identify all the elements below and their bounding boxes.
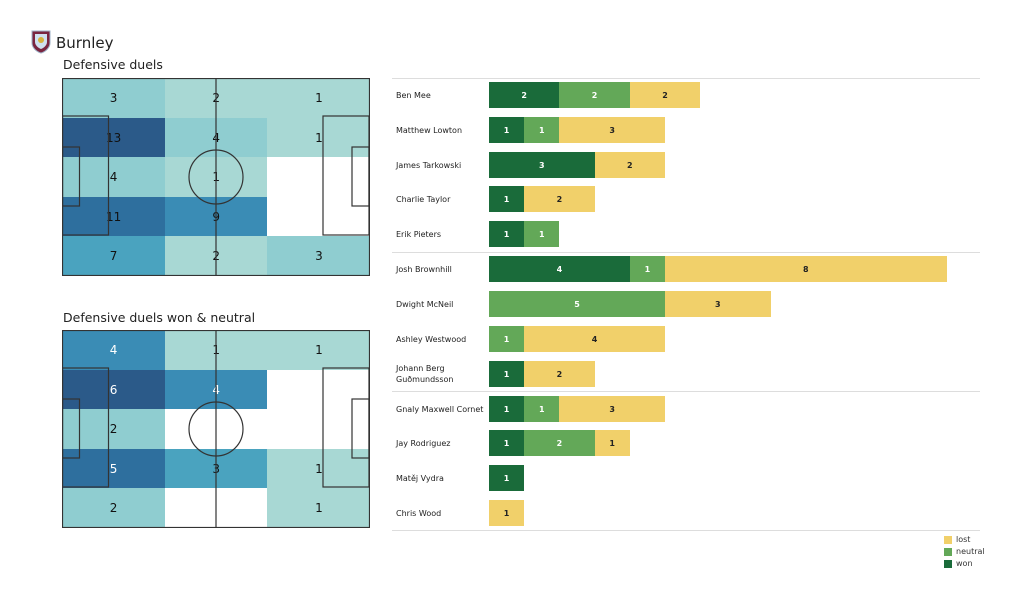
bar-won: 1: [489, 117, 525, 143]
heatmap-cell: [267, 157, 371, 198]
burnley-crest-logo: [31, 30, 51, 54]
bar-won: 3: [489, 152, 595, 178]
bar-lost: 3: [559, 117, 665, 143]
bar-lost: 4: [524, 326, 665, 352]
heatmap-cell: 1: [164, 157, 268, 198]
bar-won: 1: [489, 430, 525, 456]
player-label: Dwight McNeil: [396, 300, 454, 309]
bar-won: 1: [489, 465, 525, 491]
heatmap-cell: [267, 369, 371, 410]
heatmap-cell: 2: [62, 488, 166, 529]
heatmap-cell: 4: [62, 157, 166, 198]
bar-won: 1: [489, 396, 525, 422]
heatmap-cell: 2: [62, 409, 166, 450]
bar-neutral: 2: [559, 82, 630, 108]
heatmap-cell: [267, 196, 371, 237]
separator: [392, 391, 980, 392]
bar-neutral: 1: [524, 221, 560, 247]
player-label: Ashley Westwood: [396, 335, 467, 344]
bar-lost: 1: [489, 500, 525, 526]
bar-neutral: 1: [629, 256, 665, 282]
heatmap-cell: 1: [164, 330, 268, 371]
bar-won: 2: [489, 82, 560, 108]
heatmap-cell: 2: [164, 78, 268, 119]
heatmap-cell: 1: [267, 488, 371, 529]
heatmap-cell: 3: [164, 448, 268, 489]
bar-won: 1: [489, 361, 525, 387]
legend-neutral: neutral: [944, 547, 985, 556]
bar-lost: 2: [524, 186, 595, 212]
bar-neutral: 1: [524, 396, 560, 422]
heatmap-cell: 4: [164, 369, 268, 410]
player-label: Matthew Lowton: [396, 126, 463, 135]
team-name: Burnley: [56, 34, 114, 52]
heatmap-cell: 9: [164, 196, 268, 237]
player-label: James Tarkowski: [396, 161, 462, 170]
player-label: Gnaly Maxwell Cornet: [396, 405, 484, 414]
player-label: Jay Rodriguez: [396, 439, 451, 448]
bar-lost: 2: [594, 152, 665, 178]
legend-won: won: [944, 559, 973, 568]
heatmap-title-won-neutral: Defensive duels won & neutral: [63, 310, 256, 325]
heatmap-cell: 3: [267, 236, 371, 277]
bar-neutral: 1: [489, 326, 525, 352]
heatmap-cell: 1: [267, 78, 371, 119]
bar-won: 1: [489, 221, 525, 247]
player-label: Charlie Taylor: [396, 195, 451, 204]
heatmap-cell: 1: [267, 117, 371, 158]
player-label: Ben Mee: [396, 91, 431, 100]
heatmap-cell: 4: [164, 117, 268, 158]
bar-lost: 8: [665, 256, 947, 282]
heatmap-cell: [164, 409, 268, 450]
separator: [392, 530, 980, 531]
legend-lost: lost: [944, 535, 970, 544]
separator: [392, 252, 980, 253]
bar-lost: 3: [559, 396, 665, 422]
heatmap-cell: 3: [62, 78, 166, 119]
heatmap-cell: 11: [62, 196, 166, 237]
heatmap-cell: 5: [62, 448, 166, 489]
player-label: Johann Berg Guðmundsson: [396, 364, 454, 384]
heatmap-cell: [267, 409, 371, 450]
heatmap-cell: 1: [267, 448, 371, 489]
bar-neutral: 5: [489, 291, 665, 317]
bar-won: 1: [489, 186, 525, 212]
player-label: Josh Brownhill: [396, 265, 452, 274]
bar-lost: 2: [524, 361, 595, 387]
bar-won: 4: [489, 256, 630, 282]
heatmap-cell: 2: [164, 236, 268, 277]
player-label: Matěj Vydra: [396, 474, 444, 483]
separator: [392, 78, 980, 79]
heatmap-cell: 6: [62, 369, 166, 410]
heatmap-cell: 7: [62, 236, 166, 277]
heatmap-title-duels: Defensive duels: [63, 57, 163, 72]
bar-neutral: 2: [524, 430, 595, 456]
player-label: Chris Wood: [396, 509, 442, 518]
bar-lost: 2: [629, 82, 701, 108]
bar-lost: 3: [665, 291, 771, 317]
bar-neutral: 1: [524, 117, 560, 143]
heatmap-cell: 1: [267, 330, 371, 371]
heatmap-cell: [164, 488, 268, 529]
heatmap-cell: 13: [62, 117, 166, 158]
heatmap-defensive-duels: 3 2 1 13 4 1 4 1 11 9 7 2 3: [62, 78, 371, 277]
bar-lost: 1: [594, 430, 630, 456]
heatmap-cell: 4: [62, 330, 166, 371]
player-label: Erik Pieters: [396, 230, 442, 239]
